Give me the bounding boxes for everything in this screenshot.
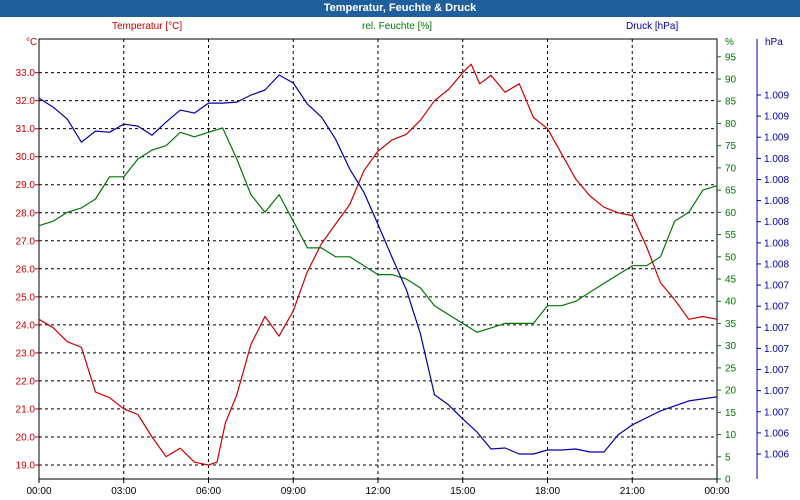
x-tick-time: 06:00 bbox=[196, 486, 221, 497]
temperature-tick-label: 33.0 bbox=[16, 68, 36, 79]
pressure-axis-title: Druck [hPa] bbox=[626, 21, 678, 32]
pressure-tick-label: 1.006 bbox=[764, 450, 789, 461]
humidity-tick-label: 85 bbox=[725, 97, 737, 108]
humidity-tick-label: 0 bbox=[725, 475, 731, 486]
temperature-axis-title: Temperatur [°C] bbox=[112, 21, 182, 32]
temperature-tick-label: 29.0 bbox=[16, 180, 36, 191]
pressure-tick-label: 1.007 bbox=[764, 386, 789, 397]
humidity-tick-label: 50 bbox=[725, 252, 737, 263]
humidity-tick-label: 75 bbox=[725, 141, 737, 152]
temperature-unit: °C bbox=[26, 37, 37, 48]
temperature-tick-label: 24.0 bbox=[16, 320, 36, 331]
humidity-tick-label: 80 bbox=[725, 119, 737, 130]
humidity-tick-label: 10 bbox=[725, 430, 737, 441]
pressure-tick-label: 1.008 bbox=[764, 175, 789, 186]
pressure-tick-label: 1.007 bbox=[764, 323, 789, 334]
temperature-tick-label: 30.0 bbox=[16, 152, 36, 163]
temperature-tick-label: 22.0 bbox=[16, 376, 36, 387]
grid bbox=[39, 39, 717, 479]
pressure-tick-label: 1.007 bbox=[764, 302, 789, 313]
pressure-tick-label: 1.007 bbox=[764, 344, 789, 355]
temperature-tick-label: 32.0 bbox=[16, 96, 36, 107]
pressure-tick-label: 1.007 bbox=[764, 407, 789, 418]
pressure-series-line bbox=[38, 74, 718, 455]
pressure-unit: hPa bbox=[765, 37, 783, 48]
temperature-tick-label: 21.0 bbox=[16, 404, 36, 415]
x-tick-time: 18:00 bbox=[535, 486, 560, 497]
pressure-tick-label: 1.009 bbox=[764, 133, 789, 144]
humidity-tick-label: 35 bbox=[725, 319, 737, 330]
x-tick-time: 12:00 bbox=[365, 486, 390, 497]
series-layer bbox=[38, 63, 718, 466]
humidity-series-line bbox=[38, 127, 718, 333]
humidity-tick-label: 30 bbox=[725, 341, 737, 352]
humidity-tick-label: 45 bbox=[725, 275, 737, 286]
axes-layer: 19.0 20.0 21.0 22.0 23.0 24.0 25.0 26.0 27.0 28.0… bbox=[16, 39, 789, 497]
pressure-tick-label: 1.009 bbox=[764, 91, 789, 102]
temperature-series-line bbox=[38, 63, 718, 466]
humidity-tick-label: 25 bbox=[725, 363, 737, 374]
temperature-tick-label: 31.0 bbox=[16, 124, 36, 135]
x-tick-time: 15:00 bbox=[450, 486, 475, 497]
humidity-tick-label: 15 bbox=[725, 408, 737, 419]
humidity-tick-label: 5 bbox=[725, 452, 731, 463]
humidity-tick-label: 95 bbox=[725, 52, 737, 63]
humidity-tick-label: 60 bbox=[725, 208, 737, 219]
pressure-tick-label: 1.007 bbox=[764, 365, 789, 376]
temperature-tick-label: 25.0 bbox=[16, 292, 36, 303]
pressure-tick-label: 1.008 bbox=[764, 217, 789, 228]
pressure-tick-label: 1.008 bbox=[764, 154, 789, 165]
pressure-tick-label: 1.006 bbox=[764, 428, 789, 439]
temperature-tick-label: 26.0 bbox=[16, 264, 36, 275]
x-tick-time: 00:00 bbox=[704, 486, 729, 497]
humidity-tick-label: 70 bbox=[725, 163, 737, 174]
humidity-tick-label: 65 bbox=[725, 186, 737, 197]
humidity-axis-title: rel. Feuchte [%] bbox=[362, 21, 432, 32]
chart: 19.0 20.0 21.0 22.0 23.0 24.0 25.0 26.0 27.0 28.0… bbox=[16, 21, 790, 497]
pressure-tick-label: 1.008 bbox=[764, 238, 789, 249]
humidity-unit: % bbox=[725, 37, 734, 48]
humidity-tick-label: 90 bbox=[725, 75, 737, 86]
pressure-tick-label: 1.008 bbox=[764, 196, 789, 207]
temperature-tick-label: 28.0 bbox=[16, 208, 36, 219]
x-tick-time: 00:00 bbox=[26, 486, 51, 497]
window-title: Temperatur, Feuchte & Druck bbox=[0, 0, 800, 17]
pressure-tick-label: 1.009 bbox=[764, 112, 789, 123]
pressure-tick-label: 1.007 bbox=[764, 281, 789, 292]
x-tick-time: 03:00 bbox=[111, 486, 136, 497]
humidity-tick-label: 40 bbox=[725, 297, 737, 308]
humidity-tick-label: 55 bbox=[725, 230, 737, 241]
temperature-tick-label: 19.0 bbox=[16, 460, 36, 471]
temperature-tick-label: 20.0 bbox=[16, 432, 36, 443]
pressure-tick-label: 1.008 bbox=[764, 259, 789, 270]
temperature-tick-label: 23.0 bbox=[16, 348, 36, 359]
temperature-tick-label: 27.0 bbox=[16, 236, 36, 247]
humidity-tick-label: 20 bbox=[725, 386, 737, 397]
x-tick-time: 21:00 bbox=[620, 486, 645, 497]
x-tick-time: 09:00 bbox=[281, 486, 306, 497]
